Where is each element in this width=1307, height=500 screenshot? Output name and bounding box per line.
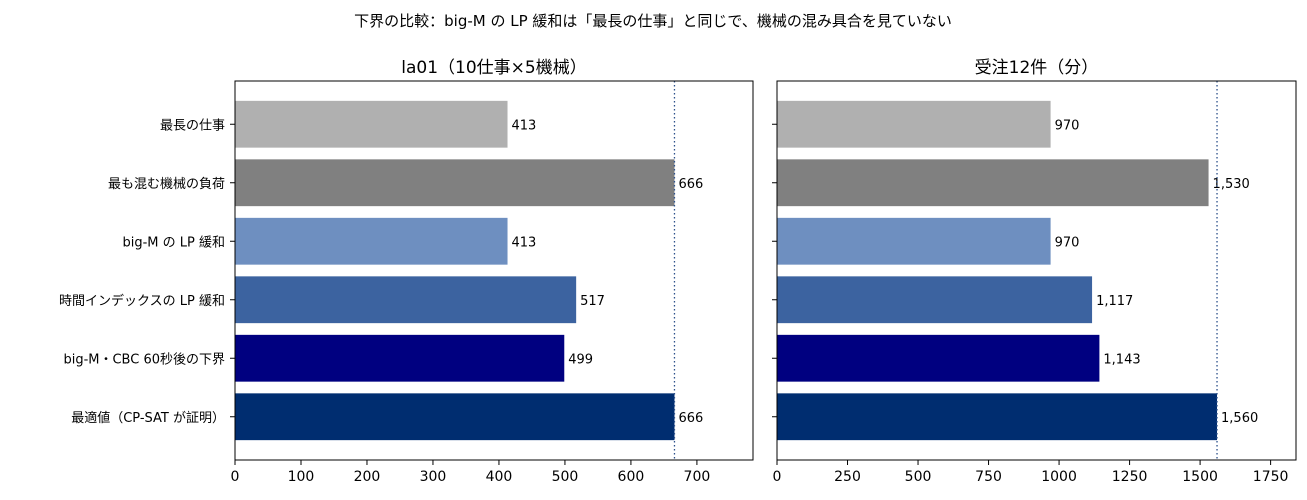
bar xyxy=(235,334,565,382)
chart-title: la01（10仕事×5機械） xyxy=(401,58,586,78)
bar-value-label: 517 xyxy=(580,294,605,309)
bar-value-label: 1,530 xyxy=(1213,177,1250,192)
chart-panel-1: la01（10仕事×5機械） 413 最長の仕事 666 最も混む機械の負荷 413 big… xyxy=(59,58,754,485)
bar-value-label: 970 xyxy=(1055,118,1080,133)
bar-value-label: 499 xyxy=(568,352,593,367)
bar xyxy=(235,159,675,207)
figure-suptitle: 下界の比較：big-M の LP 緩和は「最長の仕事」と同じで、機械の混み具合を… xyxy=(354,12,952,30)
x-tick-label: 300 xyxy=(420,469,447,485)
category-label: 最も混む機械の負荷 xyxy=(108,177,225,192)
x-tick-label: 250 xyxy=(834,469,861,485)
category-label: 最長の仕事 xyxy=(160,118,225,133)
bar xyxy=(777,393,1218,441)
chart-title: 受注12件（分） xyxy=(975,58,1099,78)
x-tick-label: 0 xyxy=(773,469,782,485)
bar xyxy=(777,100,1051,148)
bar xyxy=(777,334,1100,382)
x-tick-label: 0 xyxy=(231,469,240,485)
x-tick-label: 100 xyxy=(288,469,315,485)
x-tick-label: 1250 xyxy=(1112,469,1148,485)
category-label: 最適値（CP-SAT が証明） xyxy=(71,410,225,426)
bar-value-label: 1,560 xyxy=(1221,411,1258,426)
x-tick-label: 200 xyxy=(354,469,381,485)
axes-frame xyxy=(776,80,1297,461)
bar-value-label: 666 xyxy=(678,411,703,426)
bar xyxy=(777,159,1209,207)
axes-frame xyxy=(234,80,754,461)
category-label: big-M の LP 緩和 xyxy=(122,235,225,250)
bar-value-label: 413 xyxy=(512,235,537,250)
x-tick-label: 1000 xyxy=(1041,469,1077,485)
bar-value-label: 1,143 xyxy=(1103,352,1140,367)
x-tick-label: 500 xyxy=(905,469,932,485)
x-tick-label: 500 xyxy=(552,469,579,485)
bar xyxy=(777,217,1051,265)
bar-value-label: 1,117 xyxy=(1096,294,1133,309)
x-tick-label: 1500 xyxy=(1182,469,1218,485)
category-label: big-M・CBC 60秒後の下界 xyxy=(63,352,225,367)
chart-panel-2: 受注12件（分） 970 1,530 970 1,117 1,143 1,560 0 250 50… xyxy=(772,58,1297,485)
bar xyxy=(235,393,675,441)
bar xyxy=(777,276,1093,324)
x-tick-label: 1750 xyxy=(1253,469,1289,485)
bar-value-label: 413 xyxy=(512,118,537,133)
x-tick-label: 700 xyxy=(684,469,711,485)
bar xyxy=(235,217,508,265)
chart-panels: la01（10仕事×5機械） 413 最長の仕事 666 最も混む機械の負荷 413 big… xyxy=(59,58,1297,485)
bar-value-label: 970 xyxy=(1055,235,1080,250)
bar xyxy=(235,100,508,148)
bar xyxy=(235,276,577,324)
x-tick-label: 600 xyxy=(618,469,645,485)
x-tick-label: 750 xyxy=(975,469,1002,485)
bar-value-label: 666 xyxy=(678,177,703,192)
category-label: 時間インデックスの LP 緩和 xyxy=(59,293,225,309)
x-tick-label: 400 xyxy=(486,469,513,485)
